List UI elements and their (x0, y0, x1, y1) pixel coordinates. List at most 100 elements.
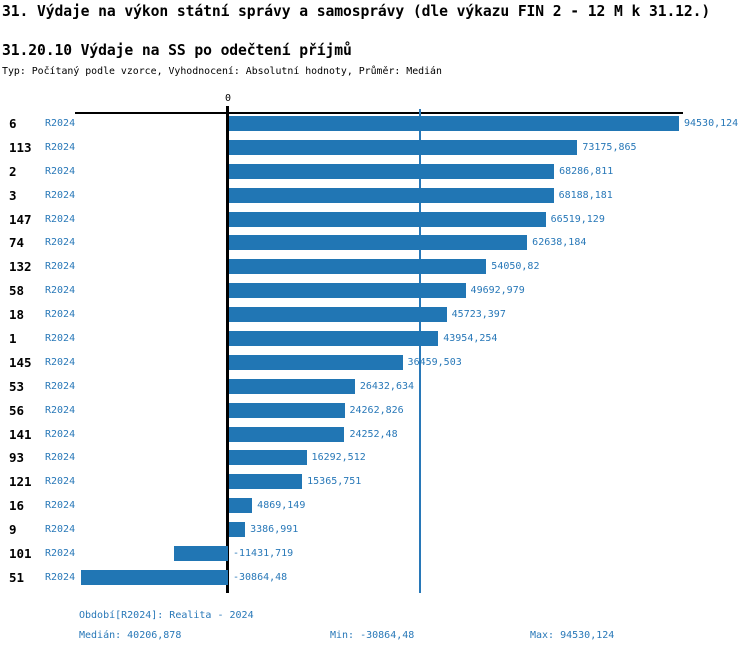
chart-row: 74 R2024 62638,184 (0, 235, 750, 250)
bar-value-label: 3386,991 (250, 524, 299, 535)
value-bar (229, 379, 355, 394)
value-bar (229, 188, 554, 203)
value-bar (81, 570, 228, 585)
chart-row: 93 R2024 16292,512 (0, 450, 750, 465)
value-bar (229, 474, 303, 489)
chart-row: 3 R2024 68188,181 (0, 188, 750, 203)
chart-row: 145 R2024 36459,503 (0, 355, 750, 370)
bar-value-label: 45723,397 (451, 309, 506, 320)
chart-row: 58 R2024 49692,979 (0, 283, 750, 298)
row-category-label: 113 (9, 140, 32, 155)
bar-value-label: 94530,124 (684, 118, 739, 129)
bar-value-label: 15365,751 (307, 476, 362, 487)
bar-value-label: 43954,254 (443, 333, 498, 344)
report-title: 31. Výdaje na výkon státní správy a samo… (2, 3, 711, 20)
row-category-label: 9 (9, 522, 17, 537)
row-series-label: R2024 (45, 548, 76, 559)
value-bar (229, 450, 307, 465)
chart-row: 18 R2024 45723,397 (0, 307, 750, 322)
bar-value-label: 49692,979 (470, 285, 525, 296)
value-bar (229, 307, 447, 322)
row-series-label: R2024 (45, 118, 76, 129)
bar-value-label: 24262,826 (349, 405, 404, 416)
chart-row: 147 R2024 66519,129 (0, 212, 750, 227)
bar-value-label: 54050,82 (491, 261, 540, 272)
row-category-label: 18 (9, 307, 25, 322)
row-category-label: 141 (9, 427, 32, 442)
footer-period-label: Období[R2024]: Realita - 2024 (79, 610, 254, 621)
row-category-label: 1 (9, 331, 17, 346)
bar-value-label: 36459,503 (407, 357, 462, 368)
row-series-label: R2024 (45, 142, 76, 153)
value-bar (229, 498, 253, 513)
value-bar (229, 522, 246, 537)
row-category-label: 145 (9, 355, 32, 370)
row-category-label: 2 (9, 164, 17, 179)
chart-row: 141 R2024 24252,48 (0, 427, 750, 442)
bar-value-label: 73175,865 (582, 142, 637, 153)
axis-zero-tick-label: 0 (224, 93, 232, 104)
row-category-label: 93 (9, 450, 25, 465)
row-category-label: 101 (9, 546, 32, 561)
row-category-label: 56 (9, 403, 25, 418)
row-series-label: R2024 (45, 166, 76, 177)
value-bar (229, 235, 528, 250)
row-category-label: 6 (9, 116, 17, 131)
value-bar (229, 212, 546, 227)
row-series-label: R2024 (45, 476, 76, 487)
row-series-label: R2024 (45, 381, 76, 392)
row-series-label: R2024 (45, 357, 76, 368)
chart-row: 6 R2024 94530,124 (0, 116, 750, 131)
chart-row: 121 R2024 15365,751 (0, 474, 750, 489)
row-category-label: 51 (9, 570, 25, 585)
chart-row: 113 R2024 73175,865 (0, 140, 750, 155)
zero-axis-line (226, 106, 229, 593)
row-series-label: R2024 (45, 429, 76, 440)
bar-value-label: 16292,512 (311, 452, 366, 463)
row-series-label: R2024 (45, 452, 76, 463)
bar-value-label: 4869,149 (257, 500, 306, 511)
median-line (419, 109, 422, 593)
row-series-label: R2024 (45, 405, 76, 416)
value-bar (229, 355, 403, 370)
row-series-label: R2024 (45, 524, 76, 535)
bar-value-label: 62638,184 (532, 237, 587, 248)
value-bar (229, 283, 466, 298)
chart-row: 51 R2024 -30864,48 (0, 570, 750, 585)
footer-median-label: Medián: 40206,878 (79, 630, 182, 641)
value-bar (173, 546, 228, 561)
chart-row: 53 R2024 26432,634 (0, 379, 750, 394)
value-bar (229, 331, 439, 346)
chart-row: 16 R2024 4869,149 (0, 498, 750, 513)
chart-row: 56 R2024 24262,826 (0, 403, 750, 418)
value-bar (229, 116, 679, 131)
value-bar (229, 164, 555, 179)
value-bar (229, 403, 345, 418)
x-axis-line (75, 112, 683, 114)
row-series-label: R2024 (45, 309, 76, 320)
row-category-label: 147 (9, 212, 32, 227)
indicator-title: 31.20.10 Výdaje na SS po odečtení příjmů (2, 42, 352, 59)
chart-row: 101 R2024 -11431,719 (0, 546, 750, 561)
row-category-label: 3 (9, 188, 17, 203)
row-category-label: 16 (9, 498, 25, 513)
row-series-label: R2024 (45, 261, 76, 272)
row-category-label: 53 (9, 379, 25, 394)
chart-row: 1 R2024 43954,254 (0, 331, 750, 346)
bar-value-label: -30864,48 (233, 572, 288, 583)
row-series-label: R2024 (45, 572, 76, 583)
row-category-label: 74 (9, 235, 25, 250)
indicator-type-line: Typ: Počítaný podle vzorce, Vyhodnocení:… (2, 66, 442, 77)
row-series-label: R2024 (45, 190, 76, 201)
row-series-label: R2024 (45, 214, 76, 225)
row-series-label: R2024 (45, 333, 76, 344)
bar-value-label: 68188,181 (558, 190, 613, 201)
chart-row: 132 R2024 54050,82 (0, 259, 750, 274)
row-category-label: 121 (9, 474, 32, 489)
value-bar (229, 427, 345, 442)
value-bar (229, 259, 487, 274)
bar-value-label: 26432,634 (359, 381, 415, 392)
row-category-label: 58 (9, 283, 25, 298)
bar-value-label: 68286,811 (559, 166, 614, 177)
